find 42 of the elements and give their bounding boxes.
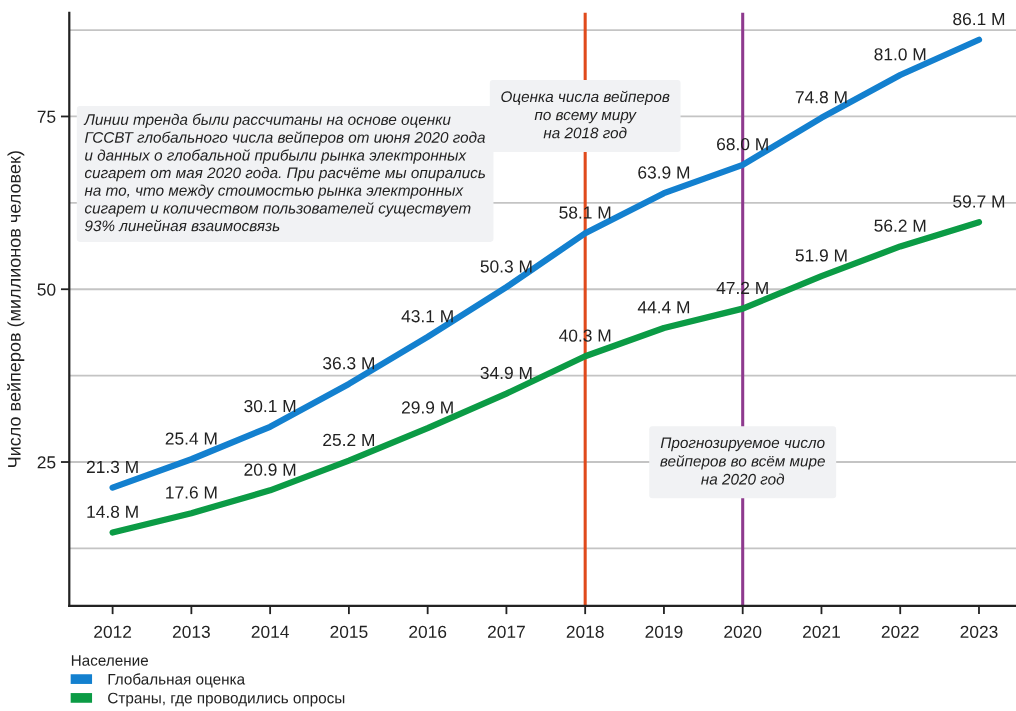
x-tick-label: 2022 [881,625,919,638]
data-label: 21.3 M [86,460,138,474]
data-label: 74.8 M [795,91,847,104]
y-tick-label: 25 [37,456,56,469]
data-label: 86.1 M [953,12,1005,26]
data-label: 63.9 M [638,166,690,179]
annotation: Линии тренда были рассчитаны на основе оценки ГССВТ глобального числа вейперов от июня 2020 года и данных о глобальной прибыли рынка электронных сигарет от мая 2020 года. При расчёте мы опирались на то, что между стоимостью рынка электронных сигарет и количеством пользователей существует 93% линейная взаимосвязь [83,113,486,232]
data-label: 50.3 M [480,260,532,273]
y-tick-label: 50 [37,283,56,296]
data-label: 81.0 M [874,48,926,61]
data-label: 43.1 M [401,310,453,323]
x-tick-label: 2021 [803,625,840,638]
data-label: 25.4 M [165,432,217,445]
data-label: 36.3 M [323,357,375,370]
data-label: 30.1 M [244,399,296,413]
y-axis-title: Число вейперов (миллионов человек) [7,151,25,467]
x-tick-label: 2019 [645,625,683,638]
x-tick-label: 2013 [172,625,210,638]
x-tick-label: 2014 [251,625,289,638]
ref-line-label: Прогнозируемое число вейперов во всём мире на 2020 год [660,437,825,485]
data-label: 44.4 M [637,301,690,314]
x-tick-label: 2018 [566,625,604,638]
data-label: 59.7 M [953,195,1005,208]
data-label: 25.2 M [323,433,375,447]
legend-title: Население [71,655,149,666]
data-label: 34.9 M [480,366,532,380]
data-label: 56.2 M [874,219,926,232]
data-label: 51.9 M [795,249,847,262]
x-tick-label: 2020 [724,625,762,638]
x-tick-label: 2012 [94,625,132,638]
ref-line-label: Оценка числа вейперов по всему миру на 2018 год [501,90,670,139]
x-tick-label: 2016 [409,625,447,638]
legend-label: Глобальная оценка [108,673,246,688]
legend-label: Страны, где проводились опросы [108,692,345,707]
data-label: 20.9 M [244,463,296,476]
data-label: 14.8 M [87,505,138,518]
x-tick-label: 2023 [960,625,998,638]
data-label: 17.6 M [166,486,217,499]
data-label: 29.9 M [401,401,453,414]
x-tick-label: 2015 [330,625,368,638]
y-tick-label: 75 [37,110,56,123]
x-tick-label: 2017 [487,625,525,638]
